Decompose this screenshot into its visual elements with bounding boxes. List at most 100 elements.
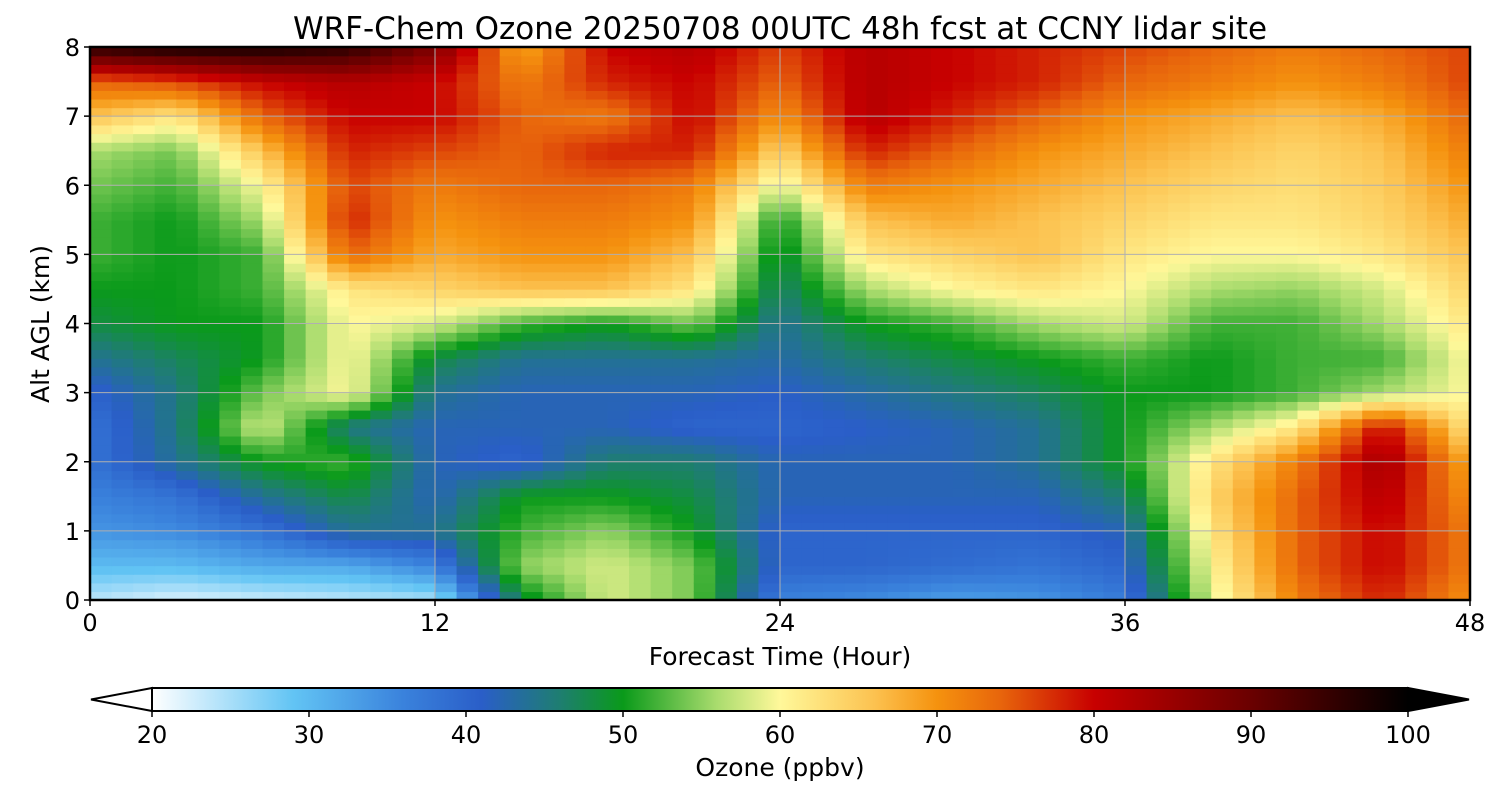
heatmap-cell xyxy=(952,565,975,575)
heatmap-cell xyxy=(780,90,803,100)
heatmap-cell xyxy=(952,116,975,126)
heatmap-cell xyxy=(197,401,221,411)
heatmap-cell xyxy=(715,150,738,161)
heatmap-cell xyxy=(952,574,975,584)
heatmap-cell xyxy=(305,193,328,204)
heatmap-cell xyxy=(262,522,285,532)
heatmap-cell xyxy=(1319,271,1342,281)
heatmap-cell xyxy=(1362,47,1385,57)
heatmap-cell xyxy=(348,176,372,186)
heatmap-cell xyxy=(995,401,1018,411)
heatmap-cell xyxy=(435,150,458,161)
heatmap-cell xyxy=(629,254,652,264)
heatmap-cell xyxy=(240,176,264,186)
heatmap-cell xyxy=(348,574,372,584)
heatmap-cell xyxy=(1017,444,1040,454)
heatmap-cell xyxy=(930,409,954,420)
heatmap-cell xyxy=(456,288,479,299)
heatmap-cell xyxy=(305,332,328,342)
heatmap-cell xyxy=(1275,504,1299,515)
heatmap-cell xyxy=(542,565,566,575)
heatmap-cell xyxy=(736,548,760,558)
heatmap-cell xyxy=(90,55,113,65)
heatmap-cell xyxy=(1254,461,1277,472)
heatmap-cell xyxy=(801,479,824,489)
heatmap-cell xyxy=(542,237,566,247)
heatmap-cell xyxy=(585,176,609,186)
heatmap-cell xyxy=(672,263,695,273)
heatmap-cell xyxy=(284,548,307,558)
heatmap-cell xyxy=(1232,375,1256,385)
heatmap-cell xyxy=(391,548,415,558)
heatmap-cell xyxy=(693,591,717,601)
heatmap-cell xyxy=(629,72,652,83)
heatmap-cell xyxy=(650,47,673,57)
heatmap-cell xyxy=(564,167,587,178)
heatmap-cell xyxy=(1448,176,1471,186)
heatmap-cell xyxy=(90,64,113,74)
heatmap-cell xyxy=(284,340,307,351)
heatmap-cell xyxy=(1081,228,1105,238)
heatmap-cell xyxy=(456,314,479,325)
heatmap-cell xyxy=(1383,504,1407,515)
heatmap-cell xyxy=(456,496,479,506)
heatmap-cell xyxy=(974,332,997,342)
heatmap-cell xyxy=(456,107,479,117)
heatmap-cell xyxy=(391,64,415,74)
heatmap-cell xyxy=(1146,297,1169,307)
heatmap-cell xyxy=(1146,513,1169,523)
heatmap-cell xyxy=(1405,332,1428,342)
heatmap-cell xyxy=(887,332,911,342)
heatmap-cell xyxy=(693,444,717,454)
heatmap-cell xyxy=(327,263,350,273)
heatmap-cell xyxy=(952,461,975,472)
heatmap-cell xyxy=(1362,332,1385,342)
heatmap-cell xyxy=(327,582,350,593)
heatmap-cell xyxy=(111,427,134,437)
heatmap-cell xyxy=(1232,513,1256,523)
heatmap-cell xyxy=(801,47,824,57)
heatmap-cell xyxy=(1211,556,1234,567)
heatmap-cell xyxy=(240,358,264,368)
heatmap-cell xyxy=(499,539,522,549)
heatmap-cell xyxy=(736,530,760,541)
heatmap-cell xyxy=(1211,142,1234,152)
heatmap-cell xyxy=(521,72,544,83)
heatmap-cell xyxy=(435,116,458,126)
heatmap-cell xyxy=(370,124,393,135)
heatmap-cell xyxy=(413,47,436,57)
heatmap-cell xyxy=(1340,211,1363,221)
heatmap-cell xyxy=(1017,582,1040,593)
heatmap-cell xyxy=(1275,435,1299,446)
heatmap-cell xyxy=(370,142,393,152)
heatmap-cell xyxy=(154,72,177,83)
heatmap-cell xyxy=(952,202,975,212)
heatmap-cell xyxy=(284,332,307,342)
heatmap-cell xyxy=(585,107,609,117)
heatmap-cell xyxy=(952,479,975,489)
heatmap-cell xyxy=(1189,271,1212,281)
heatmap-cell xyxy=(1319,323,1342,333)
heatmap-cell xyxy=(736,479,760,489)
heatmap-cell xyxy=(629,245,652,256)
heatmap-cell xyxy=(952,349,975,359)
heatmap-cell xyxy=(370,418,393,428)
heatmap-cell xyxy=(370,496,393,506)
heatmap-cell xyxy=(693,375,717,385)
heatmap-cell xyxy=(1340,72,1363,83)
x-tick-label: 36 xyxy=(1110,609,1141,637)
heatmap-cell xyxy=(219,90,242,100)
heatmap-cell xyxy=(305,461,328,472)
heatmap-cell xyxy=(823,245,846,256)
heatmap-cell xyxy=(284,401,307,411)
heatmap-cell xyxy=(1168,185,1191,195)
heatmap-cell xyxy=(435,591,458,601)
heatmap-cell xyxy=(629,349,652,359)
heatmap-cell xyxy=(413,453,436,463)
heatmap-cell xyxy=(391,461,415,472)
heatmap-cell xyxy=(887,55,911,65)
heatmap-cell xyxy=(1319,263,1342,273)
heatmap-cell xyxy=(521,548,544,558)
heatmap-cell xyxy=(780,453,803,463)
heatmap-cell xyxy=(1254,591,1277,601)
